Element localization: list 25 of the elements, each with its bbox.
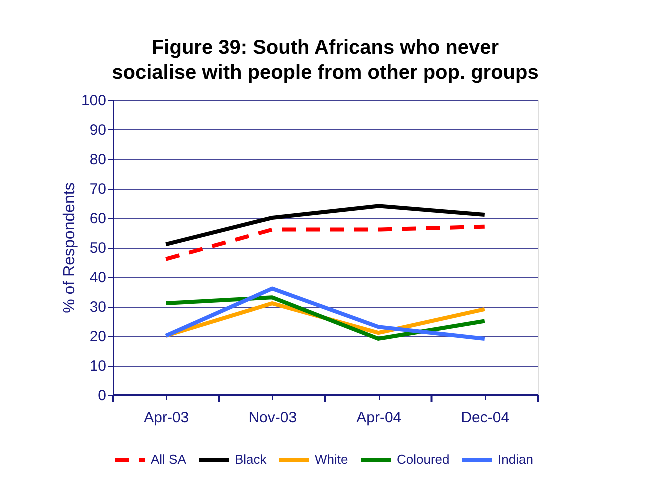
y-tick-label: 50 [90,240,106,257]
x-tick-label: Apr-04 [356,410,402,426]
legend-label: Indian [498,452,534,467]
y-tick-label: 20 [90,328,106,346]
line-series [164,204,487,247]
chart-title: Figure 39: South Africans who never socialise with people from other pop. groups [112,37,539,84]
x-tick-label: Apr-03 [144,410,190,426]
legend-label: White [315,452,348,467]
y-tick-label: 80 [90,152,106,168]
y-tick-label: 70 [90,181,106,198]
legend-label: All SA [151,452,187,467]
legend-label: Black [235,452,268,467]
y-tick-label: 60 [90,210,106,228]
x-tick-label: Nov-03 [248,410,298,426]
y-tick-label: 40 [90,270,106,286]
legend-label: Coloured [397,452,450,467]
y-tick-label: 10 [90,358,106,375]
y-tick-label: 100 [81,92,106,110]
y-tick-label: 30 [90,299,106,316]
line-series [164,286,487,341]
y-axis-title: % of Respondents [61,182,78,314]
line-series [164,296,487,341]
y-tick-label: 0 [98,388,106,404]
y-tick-label: 90 [90,122,106,139]
x-tick-label: Dec-04 [461,410,510,426]
